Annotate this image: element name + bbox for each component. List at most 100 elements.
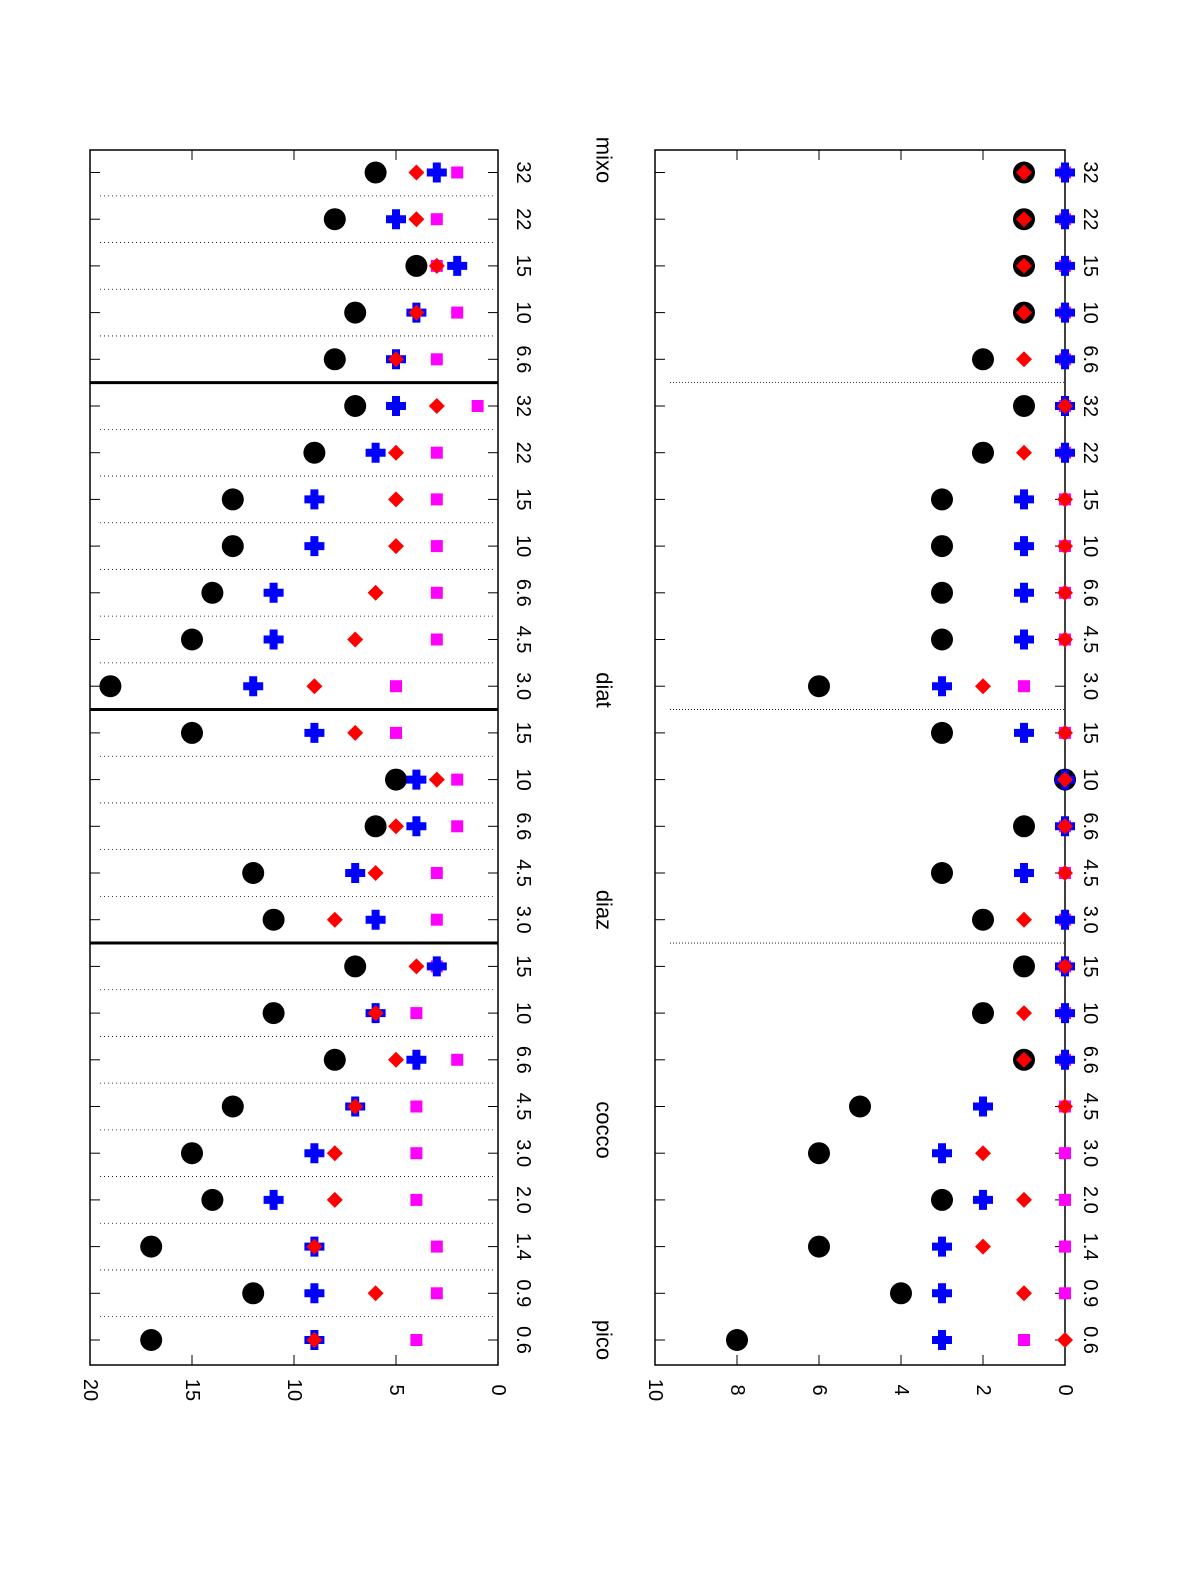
category-tick-label: 4.5	[1079, 859, 1101, 887]
black-circle-point	[931, 488, 953, 511]
red-diamond-point	[367, 1005, 384, 1022]
category-tick-label: 6.6	[512, 812, 534, 840]
category-tick-label: 10	[512, 535, 534, 557]
blue-cross-point	[1055, 162, 1075, 183]
category-tick-label: 10	[512, 768, 534, 790]
blue-cross-point	[345, 863, 366, 883]
category-tick-label: 10	[1079, 301, 1101, 323]
black-circle-point	[99, 675, 122, 698]
black-circle-point	[808, 1235, 830, 1258]
black-circle-point	[323, 208, 346, 231]
category-tick-label: 22	[1079, 442, 1101, 464]
red-diamond-point	[1016, 304, 1032, 321]
black-circle-point	[972, 908, 994, 931]
value-tick-label: 0	[1054, 1384, 1076, 1395]
category-tick-label: 2.0	[512, 1186, 534, 1214]
magenta-square-point	[451, 166, 464, 179]
value-tick-label: 10	[283, 1379, 305, 1401]
black-circle-point	[242, 862, 265, 884]
magenta-square-point	[451, 306, 464, 319]
category-tick-label: 1.4	[512, 1233, 534, 1261]
red-diamond-point	[1057, 724, 1073, 741]
blue-cross-point	[426, 162, 447, 183]
black-circle-point	[201, 1188, 224, 1211]
category-tick-label: 3.0	[1079, 906, 1101, 934]
blue-cross-point	[263, 582, 284, 603]
blue-cross-point	[1055, 209, 1075, 230]
magenta-square-point	[1059, 1147, 1071, 1160]
black-circle-point	[344, 955, 367, 978]
category-tick-label: 10	[1079, 768, 1101, 790]
group-label: diat	[592, 672, 617, 707]
magenta-square-point	[430, 867, 443, 879]
black-circle-point	[972, 348, 994, 371]
value-tick-label: 6	[808, 1384, 830, 1395]
blue-cross-point	[1014, 536, 1034, 557]
black-circle-point	[181, 628, 203, 651]
magenta-square-point	[410, 1147, 423, 1160]
red-diamond-point	[428, 257, 445, 274]
magenta-square-point	[430, 353, 443, 366]
blue-cross-point	[406, 816, 427, 837]
magenta-square-point	[1059, 1287, 1071, 1300]
black-circle-point	[849, 1095, 871, 1118]
group-label: pico	[592, 1320, 617, 1360]
blue-cross-point	[1014, 489, 1034, 510]
black-circle-point	[181, 1142, 203, 1165]
blue-cross-point	[304, 1283, 325, 1304]
blue-cross-point	[304, 489, 325, 510]
category-tick-label: 3.0	[512, 906, 534, 934]
bottom-panel: 0 2 4 6 8 10 0.6 0.9 1.4 2.0 3.0 4.5 6.6 10 15 3.0 4.5 6.…	[592, 137, 1102, 1401]
blue-cross-point	[932, 676, 952, 697]
blue-cross-point	[263, 629, 284, 650]
magenta-square-point	[410, 1007, 423, 1020]
magenta-square-point	[430, 446, 443, 459]
category-tick-label: 15	[1079, 488, 1101, 510]
value-tick-label: 2	[972, 1384, 994, 1395]
red-diamond-point	[1016, 257, 1032, 274]
category-tick-label: 1.4	[1079, 1233, 1101, 1261]
blue-cross-point	[1055, 1049, 1075, 1070]
magenta-square-point	[430, 540, 443, 553]
category-tick-label: 4.5	[1079, 626, 1101, 654]
black-circle-point	[808, 675, 830, 698]
category-tick-label: 22	[512, 208, 534, 230]
blue-cross-point	[243, 676, 264, 697]
category-tick-label: 0.9	[512, 1279, 534, 1307]
red-diamond-point	[1057, 1098, 1073, 1115]
red-diamond-point	[306, 1238, 323, 1255]
black-circle-point	[364, 815, 387, 838]
category-tick-label: 22	[1079, 208, 1101, 230]
blue-cross-point	[386, 396, 406, 416]
red-diamond-point	[428, 398, 445, 414]
black-circle-point	[242, 1282, 265, 1305]
black-circle-point	[931, 628, 953, 651]
blue-cross-point	[1055, 442, 1075, 463]
category-tick-label: 22	[512, 442, 534, 464]
blue-cross-point	[932, 1330, 952, 1350]
blue-cross-point	[1014, 863, 1034, 883]
category-tick-label: 6.6	[1079, 1046, 1101, 1074]
red-diamond-point	[1057, 1332, 1073, 1348]
red-diamond-point	[1057, 398, 1073, 414]
magenta-square-point	[430, 913, 443, 926]
black-circle-point	[201, 581, 224, 604]
category-tick-label: 0.6	[512, 1326, 534, 1354]
value-tick-label: 5	[385, 1384, 407, 1395]
black-circle-point	[344, 395, 367, 417]
magenta-square-point	[410, 1193, 423, 1206]
plot-frame	[654, 149, 1066, 1366]
black-circle-point	[405, 254, 428, 277]
black-circle-point	[323, 1048, 346, 1071]
blue-cross-point	[426, 956, 447, 977]
category-tick-label: 32	[512, 161, 534, 183]
blue-cross-point	[447, 255, 468, 276]
black-circle-point	[931, 721, 953, 744]
category-tick-label: 3.0	[1079, 672, 1101, 700]
red-diamond-point	[1057, 584, 1073, 601]
red-diamond-point	[1016, 444, 1032, 461]
red-diamond-point	[347, 631, 364, 648]
red-diamond-point	[1057, 491, 1073, 508]
red-diamond-point	[1016, 1285, 1032, 1302]
magenta-square-point	[1059, 1193, 1071, 1206]
